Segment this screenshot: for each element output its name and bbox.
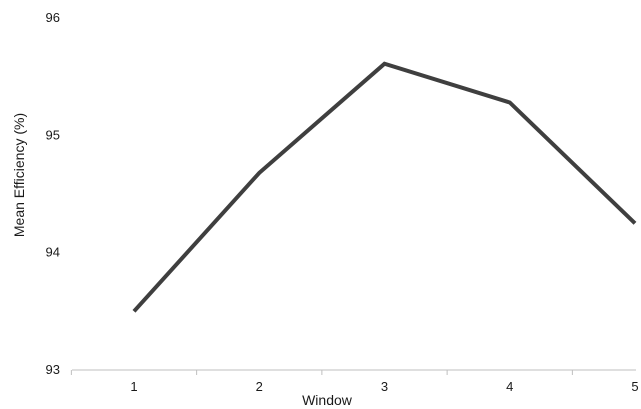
y-tick-label-93: 93 [46, 362, 60, 377]
series-group [132, 61, 637, 313]
y-tick-label-94: 94 [46, 245, 60, 260]
y-tick-label-95: 95 [46, 127, 60, 142]
x-tick-label-3: 3 [381, 379, 388, 394]
y-axis-title: Mean Efficiency (%) [11, 113, 27, 237]
x-axis-title: Window [302, 392, 353, 408]
x-tick-label-2: 2 [256, 379, 263, 394]
x-tick-label-5: 5 [631, 379, 638, 394]
series-line-1 [132, 61, 637, 313]
x-axis-ticks: 1 2 3 4 5 [70, 370, 639, 394]
y-tick-label-96: 96 [46, 10, 60, 25]
y-axis-ticks: 93 94 95 96 [46, 10, 60, 377]
x-tick-label-4: 4 [506, 379, 513, 394]
x-tick-label-1: 1 [130, 379, 137, 394]
